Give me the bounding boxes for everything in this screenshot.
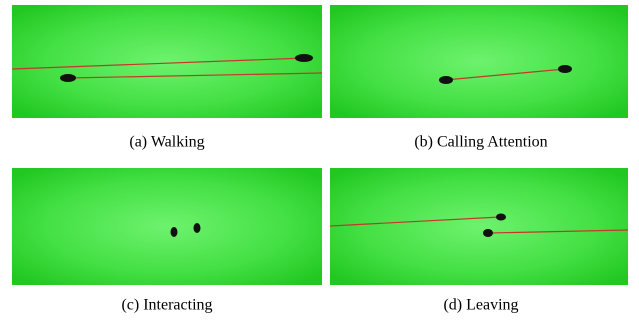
panel-a bbox=[12, 5, 322, 118]
image bbox=[330, 168, 628, 285]
caption: (a) Walking bbox=[129, 134, 204, 151]
caption: (b) Calling Attention bbox=[414, 134, 547, 151]
person bbox=[483, 229, 493, 237]
image bbox=[12, 5, 322, 118]
panel-d bbox=[330, 168, 628, 285]
person bbox=[295, 54, 313, 62]
image bbox=[330, 5, 628, 118]
panel-b bbox=[330, 5, 628, 118]
person bbox=[558, 65, 572, 73]
person bbox=[496, 214, 506, 221]
panel-c bbox=[12, 168, 322, 285]
person bbox=[171, 227, 178, 237]
person bbox=[194, 223, 201, 233]
figure: (a) Walking (b) Calling Attention (c) In… bbox=[0, 0, 639, 320]
caption: (d) Leaving bbox=[443, 297, 518, 314]
page: {"figures": [ {"caption": "(a) Walking"}… bbox=[0, 0, 639, 320]
image bbox=[12, 168, 322, 285]
caption: (c) Interacting bbox=[121, 297, 212, 314]
person bbox=[439, 76, 453, 84]
person bbox=[60, 74, 76, 82]
